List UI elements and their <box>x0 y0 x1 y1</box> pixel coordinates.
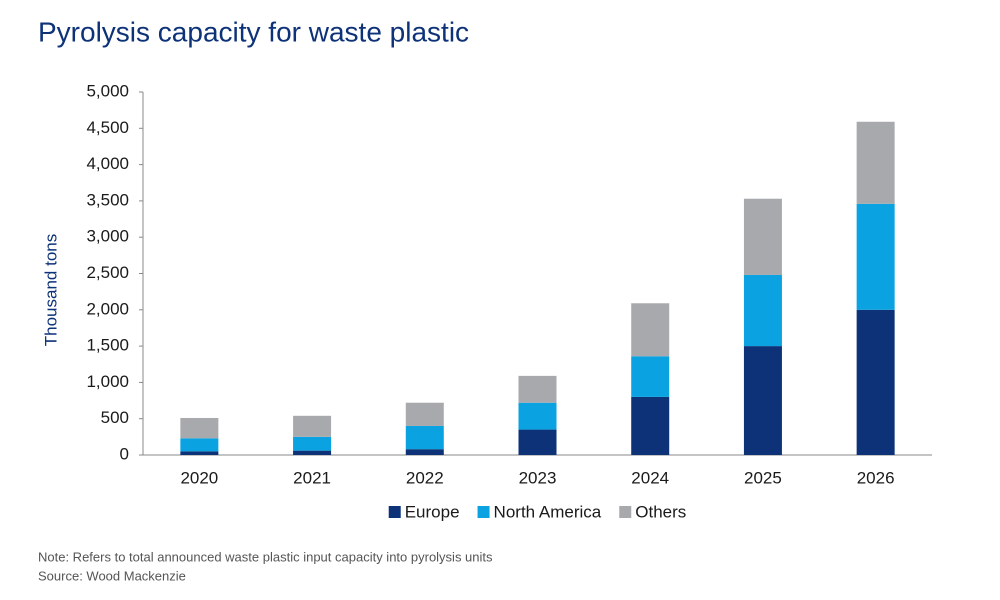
x-tick-label: 2021 <box>293 468 331 487</box>
bar-segment <box>405 425 444 450</box>
y-axis-label: Thousand tons <box>41 234 60 346</box>
bar-segment <box>856 203 895 310</box>
x-tick-label: 2020 <box>180 468 218 487</box>
bar-segment <box>631 356 670 397</box>
y-tick-label: 5,000 <box>86 81 129 100</box>
bar-segment <box>293 450 332 455</box>
x-tick-label: 2024 <box>631 468 669 487</box>
bar-segment <box>743 346 782 455</box>
bar-segment <box>743 274 782 347</box>
bar-segment <box>518 375 557 403</box>
bar-segment <box>405 402 444 426</box>
chart-title: Pyrolysis capacity for waste plastic <box>38 16 469 47</box>
bar-segment <box>856 121 895 204</box>
y-tick-label: 500 <box>101 408 129 427</box>
y-tick-label: 4,000 <box>86 154 129 173</box>
y-tick-label: 0 <box>120 444 129 463</box>
bar-segment <box>518 429 557 455</box>
note: Note: Refers to total announced waste pl… <box>38 549 493 564</box>
y-tick-label: 3,000 <box>86 227 129 246</box>
bar-segment <box>180 451 219 455</box>
bar-segment <box>293 436 332 451</box>
legend-swatch <box>477 506 490 518</box>
legend-swatch <box>388 506 401 518</box>
bar-segment <box>180 417 219 439</box>
source: Source: Wood Mackenzie <box>38 568 186 583</box>
bar-segment <box>518 402 557 430</box>
y-tick-label: 3,500 <box>86 190 129 209</box>
x-tick-label: 2025 <box>744 468 782 487</box>
legend-label: North America <box>494 502 602 521</box>
y-tick-label: 1,500 <box>86 336 129 355</box>
bar-segment <box>743 198 782 275</box>
legend-label: Others <box>635 502 686 521</box>
bar-segment <box>405 449 444 455</box>
y-tick-label: 2,500 <box>86 263 129 282</box>
y-tick-label: 2,000 <box>86 299 129 318</box>
bar-segment <box>631 303 670 357</box>
bar-segment <box>180 438 219 452</box>
legend-swatch <box>619 506 632 518</box>
x-tick-label: 2022 <box>406 468 444 487</box>
x-tick-label: 2023 <box>519 468 557 487</box>
legend-label: Europe <box>405 502 460 521</box>
y-tick-label: 4,500 <box>86 118 129 137</box>
bar-segment <box>293 415 332 437</box>
x-tick-label: 2026 <box>857 468 895 487</box>
bar-segment <box>856 309 895 455</box>
y-tick-label: 1,000 <box>86 372 129 391</box>
bar-segment <box>631 396 670 455</box>
